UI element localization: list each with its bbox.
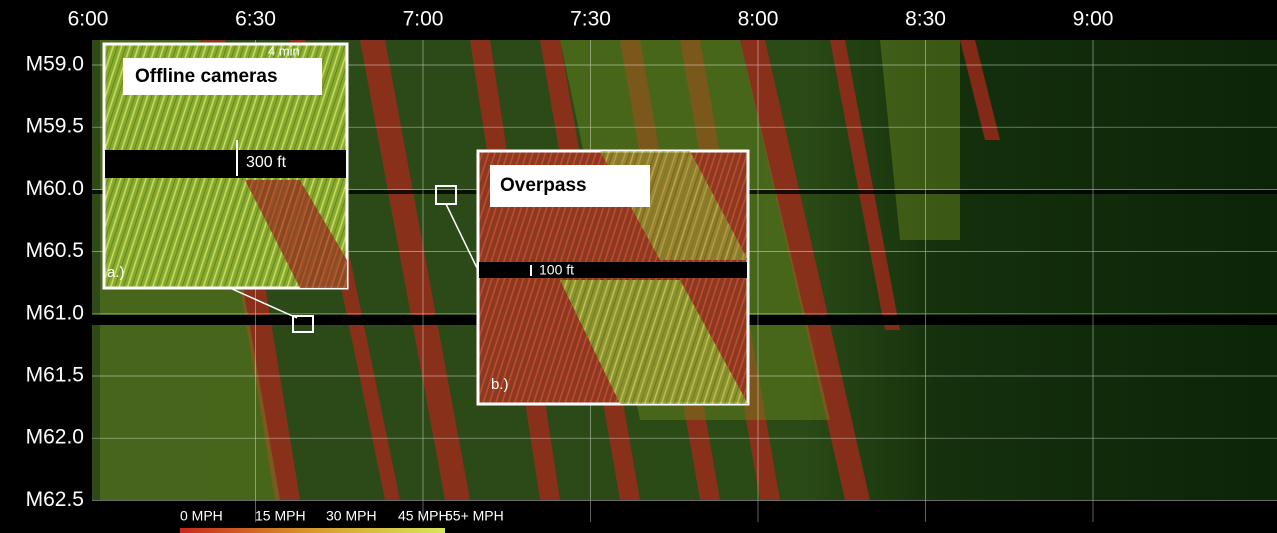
legend-label: 30 MPH xyxy=(326,508,377,524)
legend-colorbar xyxy=(180,528,445,533)
x-tick-label: 8:00 xyxy=(738,8,779,31)
inset-b: Overpass 100 ft b.) xyxy=(476,149,750,406)
inset-measure: 300 ft xyxy=(246,154,287,171)
x-tick-label: 7:00 xyxy=(403,8,444,31)
axes: 6:00 6:30 7:00 7:30 8:00 8:30 9:00 M59.0 M59.5 M6… xyxy=(26,8,1114,511)
legend-label: 0 MPH xyxy=(180,508,223,524)
inset-measure: 100 ft xyxy=(539,262,574,278)
x-tick-label: 6:00 xyxy=(68,8,109,31)
legend-label: 15 MPH xyxy=(255,508,306,524)
legend-label: 55+ MPH xyxy=(445,508,504,524)
legend-label: 45 MPH xyxy=(398,508,449,524)
x-tick-label: 9:00 xyxy=(1073,8,1114,31)
y-tick-label: M62.5 xyxy=(26,488,84,511)
inset-title: Offline cameras xyxy=(135,66,278,87)
inset-note: 4 min xyxy=(268,43,300,58)
inset-tag: b.) xyxy=(491,376,509,393)
y-tick-label: M62.0 xyxy=(26,426,84,449)
inset-title: Overpass xyxy=(500,175,587,196)
x-tick-label: 8:30 xyxy=(905,8,946,31)
y-tick-label: M60.5 xyxy=(26,239,84,262)
x-tick-label: 6:30 xyxy=(235,8,276,31)
inset-tag: a.) xyxy=(107,264,125,281)
y-tick-label: M59.0 xyxy=(26,53,84,76)
y-tick-label: M60.0 xyxy=(26,177,84,200)
x-tick-label: 7:30 xyxy=(570,8,611,31)
callout-lines xyxy=(229,185,478,333)
inset-a: Offline cameras 300 ft a.) 4 min xyxy=(102,42,349,290)
y-tick-label: M61.5 xyxy=(26,364,84,387)
y-tick-label: M61.0 xyxy=(26,301,84,324)
y-tick-label: M59.5 xyxy=(26,115,84,138)
